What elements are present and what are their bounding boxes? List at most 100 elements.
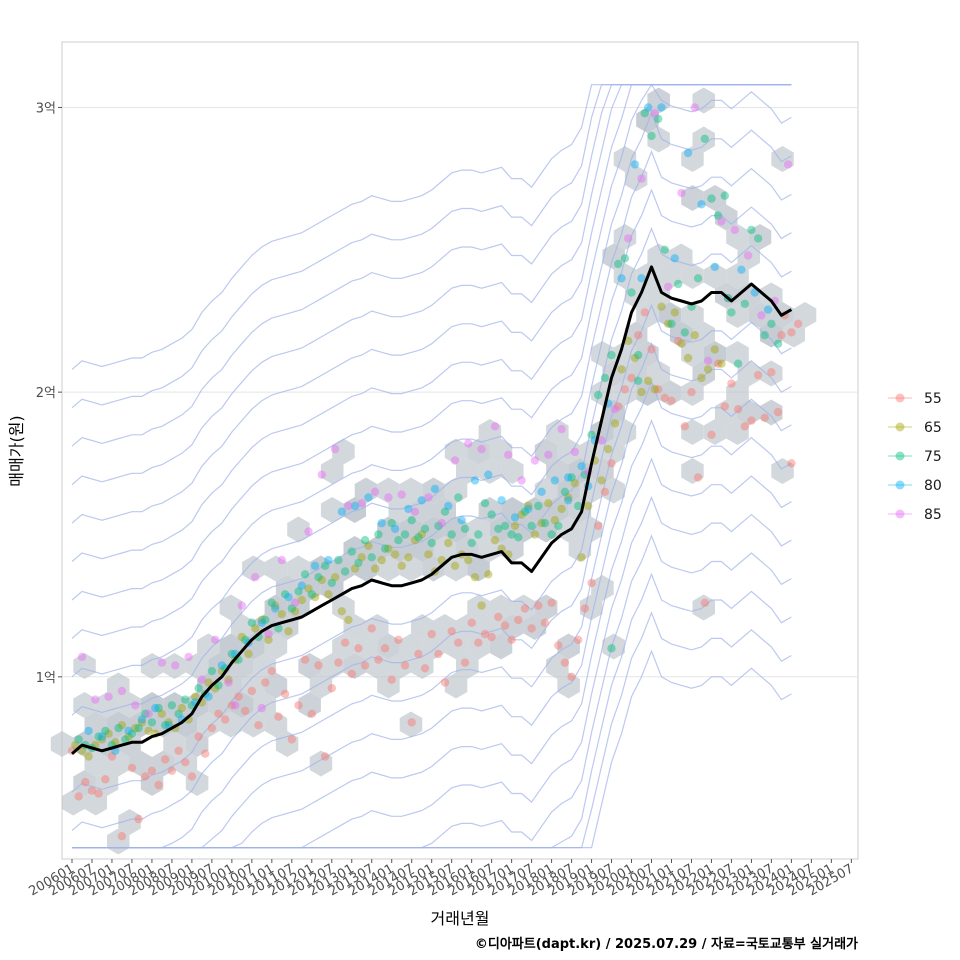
point-85-40	[610, 405, 620, 414]
hexbin-104	[219, 672, 243, 699]
hexbin-0	[50, 731, 74, 757]
point-55-108	[793, 319, 803, 328]
point-55-19	[201, 749, 210, 758]
hexbin-221	[320, 458, 344, 484]
point-55-21	[214, 709, 223, 718]
point-55-66	[514, 615, 523, 625]
hexbin-211	[107, 672, 130, 699]
point-65-38	[324, 590, 333, 599]
hexbin-55	[534, 594, 558, 621]
point-65-14	[164, 718, 173, 727]
point-80-42	[644, 103, 653, 112]
point-85-55	[257, 703, 266, 713]
point-65-16	[177, 703, 187, 713]
point-65-67	[517, 510, 526, 519]
hexbin-140	[568, 536, 592, 562]
hexbin-204	[726, 263, 749, 289]
hexbin-123	[399, 555, 423, 582]
hexbin-147	[647, 360, 670, 387]
point-55-71	[547, 598, 556, 607]
legend-key-85	[895, 509, 905, 519]
point-75-11	[147, 718, 157, 727]
hexbin-194	[478, 458, 502, 484]
point-55-82	[620, 385, 630, 394]
point-55-61	[480, 629, 490, 639]
point-55-87	[654, 385, 663, 394]
hexbin-85	[760, 360, 783, 387]
point-75-23	[227, 649, 237, 659]
point-65-74	[564, 493, 573, 502]
point-85-5	[144, 709, 153, 718]
point-75-100	[740, 299, 749, 309]
point-65-45	[370, 564, 380, 573]
point-65-87	[650, 385, 659, 394]
point-55-69	[534, 601, 543, 610]
point-75-49	[400, 530, 410, 539]
point-55-9	[134, 814, 143, 824]
point-75-12	[154, 703, 163, 713]
point-55-96	[713, 359, 723, 368]
hexbin-241	[253, 692, 276, 718]
legend-label-55: 55	[924, 391, 942, 407]
hexbin-32	[354, 633, 378, 660]
hexbin-31	[343, 653, 366, 679]
point-75-37	[320, 561, 330, 570]
point-75-43	[360, 536, 370, 545]
hexbin-114	[320, 575, 344, 601]
point-65-56	[444, 538, 453, 548]
hexbin-138	[546, 497, 569, 523]
hexbin-134	[512, 516, 535, 543]
point-55-41	[347, 669, 356, 679]
hexbin-236	[692, 87, 715, 114]
point-80-30	[484, 470, 493, 479]
hexbin-229	[501, 458, 524, 484]
point-65-91	[677, 339, 686, 348]
point-80-5	[151, 703, 160, 713]
point-55-2	[81, 777, 90, 787]
point-75-101	[747, 225, 756, 235]
hexbin-26	[298, 653, 321, 679]
hexbin-162	[444, 477, 468, 504]
contour-lower-1	[71, 303, 792, 793]
point-75-40	[340, 567, 350, 576]
point-80-54	[637, 274, 646, 283]
point-75-65	[507, 530, 516, 539]
point-85-23	[384, 493, 393, 502]
point-55-74	[567, 672, 576, 681]
point-75-61	[480, 499, 490, 508]
point-75-87	[654, 114, 663, 124]
hexbin-45	[444, 633, 468, 660]
hexbin-190	[388, 497, 411, 523]
point-55-79	[600, 487, 610, 496]
point-55-107	[787, 328, 796, 337]
hexbin-185	[748, 224, 772, 250]
point-55-55	[440, 678, 450, 687]
point-65-71	[544, 499, 553, 508]
hexbin-127	[433, 536, 456, 562]
point-55-46	[380, 644, 390, 653]
point-65-92	[683, 353, 693, 363]
point-55-15	[174, 746, 183, 755]
point-75-83	[627, 288, 636, 297]
point-55-84	[634, 331, 643, 340]
point-55-25	[241, 706, 250, 716]
point-65-77	[584, 501, 593, 511]
hexbin-layer	[50, 87, 817, 855]
legend-label-65: 65	[924, 420, 942, 436]
hexbin-222	[332, 438, 355, 465]
hexbin-28	[309, 672, 333, 699]
hexbin-25	[298, 692, 321, 718]
point-80-28	[457, 516, 466, 525]
point-65-39	[330, 573, 340, 582]
hexbin-100	[163, 692, 186, 718]
point-80-14	[271, 604, 280, 613]
hexbin-83	[737, 360, 760, 387]
hexbin-87	[782, 321, 805, 348]
point-75-66	[514, 533, 523, 542]
point-75-6	[114, 723, 123, 733]
point-85-11	[224, 678, 233, 687]
point-65-20	[204, 678, 213, 687]
point-80-34	[537, 487, 546, 496]
point-85-54	[231, 701, 240, 710]
point-75-97	[720, 191, 729, 200]
